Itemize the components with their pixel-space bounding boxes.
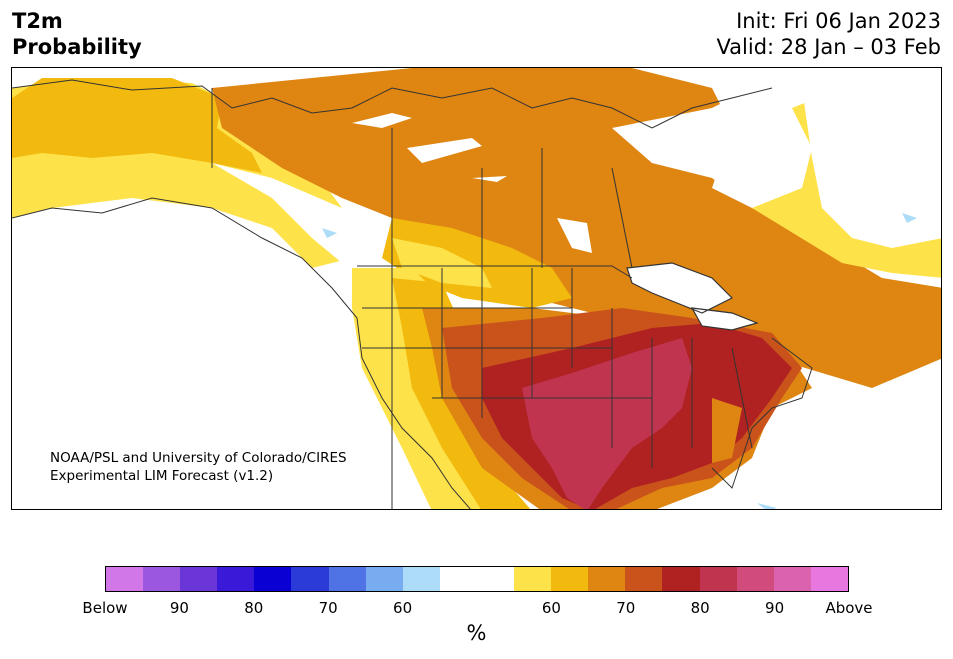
region-crimson-us bbox=[522, 338, 692, 509]
colorbar-segment bbox=[551, 567, 589, 591]
colorbar-segment bbox=[365, 567, 403, 591]
colorbar-tick-label: 80 bbox=[244, 599, 264, 617]
region-orange-florida bbox=[712, 398, 742, 463]
colorbar bbox=[105, 566, 849, 592]
probability-map: NOAA/PSL and University of Colorado/CIRE… bbox=[11, 67, 942, 510]
colorbar-segment bbox=[699, 567, 737, 591]
colorbar-tick-label: 60 bbox=[541, 599, 561, 617]
region-orange-alaska bbox=[12, 78, 262, 173]
lake-1 bbox=[352, 113, 412, 128]
colorbar-segment bbox=[291, 567, 329, 591]
map-title: T2m Probability bbox=[12, 8, 142, 60]
credit-text: NOAA/PSL and University of Colorado/CIRE… bbox=[50, 449, 347, 485]
title-line-1: T2m bbox=[12, 9, 63, 33]
init-date: Init: Fri 06 Jan 2023 bbox=[736, 9, 941, 33]
blue-spot-1 bbox=[322, 228, 337, 238]
colorbar-tick-label: 60 bbox=[393, 599, 413, 617]
map-canvas bbox=[12, 68, 941, 509]
colorbar-segment bbox=[476, 567, 515, 591]
colorbar-segment bbox=[180, 567, 218, 591]
colorbar-tick-label: 70 bbox=[616, 599, 636, 617]
colorbar-segment bbox=[662, 567, 700, 591]
colorbar-segment bbox=[514, 567, 552, 591]
colorbar-ticks: Below 90 80 70 60 60 70 80 90 Above bbox=[82, 599, 872, 619]
region-yellow-central bbox=[382, 218, 572, 308]
colorbar-unit: % bbox=[466, 621, 487, 645]
colorbar-tick-label: 90 bbox=[169, 599, 189, 617]
colorbar-segment bbox=[588, 567, 626, 591]
lake-3 bbox=[472, 176, 507, 182]
colorbar-segment bbox=[254, 567, 292, 591]
title-line-2: Probability bbox=[12, 35, 142, 59]
colorbar-segment bbox=[402, 567, 440, 591]
valid-dates: Valid: 28 Jan – 03 Feb bbox=[716, 35, 941, 59]
lake-2 bbox=[407, 138, 482, 163]
credit-line-2: Experimental LIM Forecast (v1.2) bbox=[50, 468, 274, 484]
colorbar-segment bbox=[106, 567, 144, 591]
colorbar-segment bbox=[736, 567, 774, 591]
region-white-canada bbox=[212, 163, 412, 268]
colorbar-tick-label: 70 bbox=[318, 599, 338, 617]
colorbar-segment bbox=[625, 567, 663, 591]
credit-line-1: NOAA/PSL and University of Colorado/CIRE… bbox=[50, 450, 347, 466]
blue-spot-2 bbox=[902, 213, 917, 223]
blue-spot-3 bbox=[757, 503, 777, 509]
colorbar-segment bbox=[810, 567, 848, 591]
colorbar-segment bbox=[773, 567, 811, 591]
colorbar-tick-label: 90 bbox=[765, 599, 785, 617]
colorbar-segment bbox=[439, 567, 477, 591]
region-white-labrador bbox=[802, 78, 941, 248]
region-lightyellow-central bbox=[392, 238, 492, 288]
colorbar-tick-label: Below bbox=[82, 599, 128, 617]
boundaries bbox=[12, 79, 813, 509]
lake-4 bbox=[557, 218, 592, 253]
great-lakes bbox=[626, 262, 759, 331]
colorbar-segment bbox=[217, 567, 255, 591]
colorbar-tick-label: 80 bbox=[690, 599, 710, 617]
forecast-dates: Init: Fri 06 Jan 2023 Valid: 28 Jan – 03… bbox=[716, 8, 941, 60]
colorbar-segment bbox=[143, 567, 181, 591]
colorbar-segment bbox=[328, 567, 366, 591]
colorbar-tick-label: Above bbox=[825, 599, 873, 617]
